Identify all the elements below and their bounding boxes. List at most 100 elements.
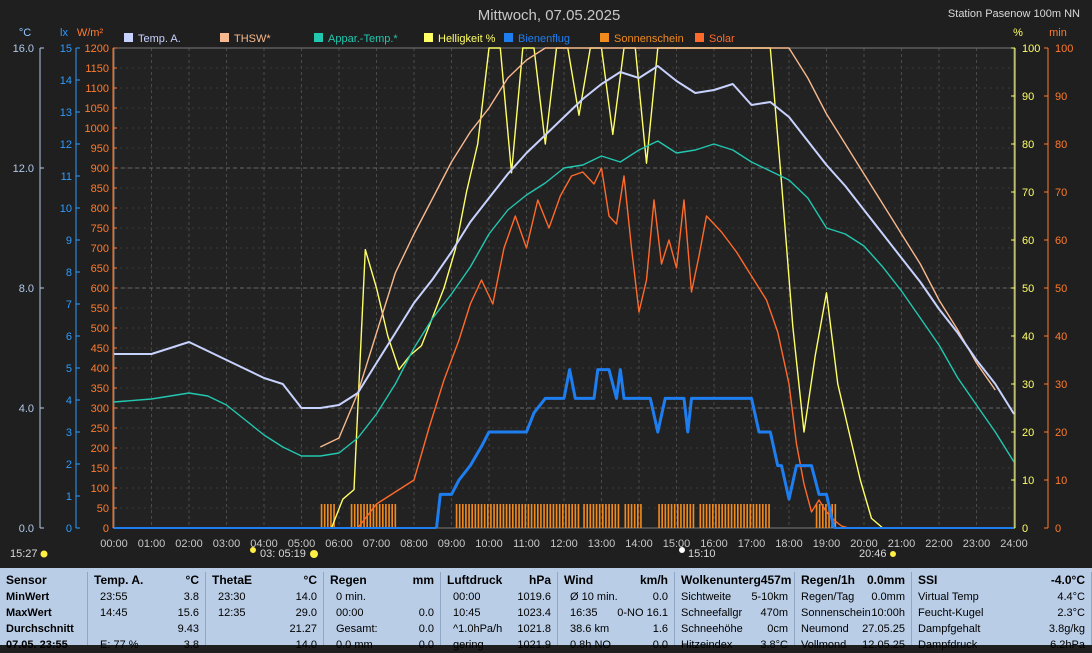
sunshine-bar — [477, 504, 480, 528]
x-tick-label: 24:00 — [1000, 538, 1028, 550]
stats-cell: 0.8h NO — [570, 639, 611, 651]
sunshine-bar — [737, 504, 739, 528]
stats-header-cell: -4.0°C — [1050, 573, 1085, 587]
stats-cell: MaxWert — [6, 607, 52, 619]
x-tick-label: 03:00 — [213, 538, 241, 550]
x-tick-label: 21:00 — [888, 538, 916, 550]
sunset-label: 20:46 — [859, 548, 887, 560]
sunshine-bar — [762, 504, 764, 528]
axis-tick-label: 950 — [91, 143, 109, 155]
sunshine-bar — [363, 504, 365, 528]
stats-row: Dampfdruck 6.2hPa — [918, 637, 1091, 653]
stats-cell: Virtual Temp — [918, 591, 979, 603]
stats-group-luft: Luftdruck hPa 00:00 1019.6 10:45 1023.4 ^1.0hP… — [441, 572, 558, 651]
axis-tick-label: 750 — [91, 223, 109, 235]
stats-group-extra2: Regen/1h 0.0mm Regen/Tag 0.0mm Sonnenschein 1… — [795, 572, 912, 651]
axis-tick-label: 900 — [91, 163, 109, 175]
sunshine-bar — [524, 504, 527, 528]
sunshine-bar — [667, 504, 670, 528]
stats-cell: 5-10km — [751, 591, 788, 603]
grid — [113, 47, 1015, 529]
x-tick-label: 12:00 — [550, 538, 578, 550]
axis-tick-label: 14 — [60, 75, 72, 87]
sunshine-bar — [692, 504, 695, 528]
left-time-label: 15:27 — [10, 548, 38, 560]
sunshine-bar — [608, 504, 610, 528]
sunshine-bar — [577, 504, 580, 528]
stats-cell: 9.43 — [177, 623, 199, 635]
stats-cell: 1023.4 — [517, 607, 551, 619]
sunshine-bar — [394, 504, 397, 528]
sunshine-bar — [589, 504, 592, 528]
stats-cell: Gesamt: — [336, 623, 378, 635]
stats-cell: 15.6 — [177, 607, 199, 619]
sunshine-bar — [465, 504, 467, 528]
stats-cell: Neumond — [801, 623, 849, 635]
sunshine-bar — [487, 504, 489, 528]
stats-cell: 12.05.25 — [862, 639, 905, 651]
sunshine-bar — [708, 504, 711, 528]
sun-events: 15:27 03: 05:19 15:10 20:46 — [10, 547, 896, 560]
stats-header-cell: Regen/1h — [801, 573, 856, 587]
axis-tick-label: 30 — [1055, 379, 1067, 391]
stats-cell: Feucht-Kugel — [918, 607, 984, 619]
sunshine-bar — [721, 504, 723, 528]
axis-tick-label: 1100 — [85, 83, 109, 95]
axis-tick-label: 1200 — [85, 43, 109, 55]
stats-cell: Dampfgehalt — [918, 623, 981, 635]
series-line-thsw- — [319, 47, 996, 448]
stats-row: 0.8h NO 0.0 — [564, 637, 674, 653]
axis-tick-label: 15 — [60, 43, 72, 55]
sunshine-bar — [586, 504, 588, 528]
axis-tick-label: 30 — [1022, 379, 1034, 391]
sunshine-bar — [505, 504, 508, 528]
sunshine-bar — [455, 504, 458, 528]
sunshine-bar — [637, 504, 639, 528]
sunshine-bar — [670, 504, 673, 528]
stats-header-cell: km/h — [639, 573, 668, 587]
axis-tick-label: 11 — [61, 171, 72, 183]
axis-tick-label: 1 — [66, 491, 72, 503]
stats-header-cell: 457m — [760, 573, 792, 587]
legend-label: THSW* — [234, 33, 271, 45]
sunshine-bar — [583, 504, 585, 528]
sunshine-bar — [350, 504, 353, 528]
stats-header-cell: Sensor — [6, 573, 47, 587]
stats-cell: 2.3°C — [1057, 607, 1085, 619]
axis-tick-label: 8.0 — [19, 283, 34, 295]
stats-cell: 0.0 — [418, 639, 434, 651]
axis-tick-label: 100 — [91, 483, 109, 495]
sunshine-bar — [327, 504, 329, 528]
axis-tick-label: 10 — [1022, 475, 1034, 487]
sunshine-bar — [518, 504, 520, 528]
sunshine-bar — [490, 504, 492, 528]
stats-cell: Schneehöhe — [681, 623, 743, 635]
axis-tick-label: 80 — [1055, 139, 1067, 151]
stats-cell: gering — [453, 639, 484, 651]
sunshine-bar — [617, 504, 620, 528]
sunshine-bar — [712, 504, 714, 528]
sunshine-bar — [562, 504, 564, 528]
axis-tick-label: 4 — [66, 395, 72, 407]
sunshine-bar — [372, 504, 375, 528]
x-tick-label: 17:00 — [738, 538, 766, 550]
sunshine-bar — [502, 504, 505, 528]
sunshine-bar — [605, 504, 607, 528]
stats-group-extra1: Wolkenunterg 457m Sichtweite 5-10km Schneefa… — [675, 572, 795, 651]
stats-cell: 0.0 mm — [336, 639, 373, 651]
series-line-solar — [357, 167, 850, 529]
sunshine-bar — [724, 504, 727, 528]
stats-cell: Durchschnitt — [6, 623, 74, 635]
noon-label: 15:10 — [688, 548, 716, 560]
axis-tick-label: 90 — [1022, 91, 1034, 103]
stats-row: E: 77 % 3.8 — [94, 637, 205, 653]
sunshine-bar — [391, 504, 393, 528]
stats-cell: 470m — [760, 607, 788, 619]
sunshine-bar — [360, 504, 362, 528]
stats-header-cell: mm — [412, 573, 434, 587]
sunshine-bar — [715, 504, 717, 528]
axis-tick-label: 400 — [91, 363, 109, 375]
sunrise-label: 03: 05:19 — [260, 548, 306, 560]
sunshine-bar — [815, 504, 818, 528]
stats-cell: 38.6 km — [570, 623, 610, 635]
